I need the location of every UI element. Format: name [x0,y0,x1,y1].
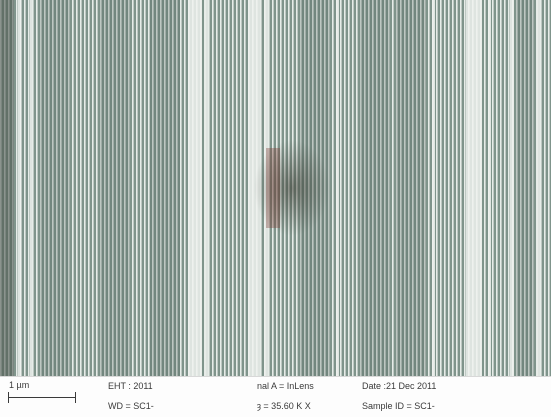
defect-spot [254,140,330,236]
sem-info-bar: 1 µm EHT : 2011 WD = SC1- nal A = InLens… [0,376,551,417]
wd-value: WD = SC1- [108,401,154,411]
signal-value: nal A = InLens [257,381,314,391]
bright-stripe [488,0,491,376]
bright-stripe [18,0,21,376]
scale-bar [8,397,76,398]
dark-stripe [40,0,70,376]
bright-stripe [205,0,208,376]
bright-stripe [30,0,32,376]
dark-stripe [516,0,534,376]
dark-stripe [150,0,180,376]
dark-stripe [396,0,426,376]
bright-stripe [188,0,202,376]
defect-spot-core [266,148,280,228]
bright-stripe [336,0,339,376]
bright-stripe [510,0,514,376]
bright-stripe [466,0,482,376]
mag-value: ȝ = 35.60 K X [257,401,311,411]
scale-bar-tick-right [75,392,76,403]
scale-bar-tick-left [8,392,9,403]
dark-stripe [360,0,390,376]
eht-value: EHT : 2011 [108,381,153,391]
date-value: Date :21 Dec 2011 [362,381,437,391]
bright-stripe [537,0,540,376]
scale-bar-label: 1 µm [9,380,30,390]
dark-stripe [100,0,130,376]
sample-id-value: Sample ID = SC1- [362,401,435,411]
bright-stripe [432,0,435,376]
sem-micrograph [0,0,551,376]
